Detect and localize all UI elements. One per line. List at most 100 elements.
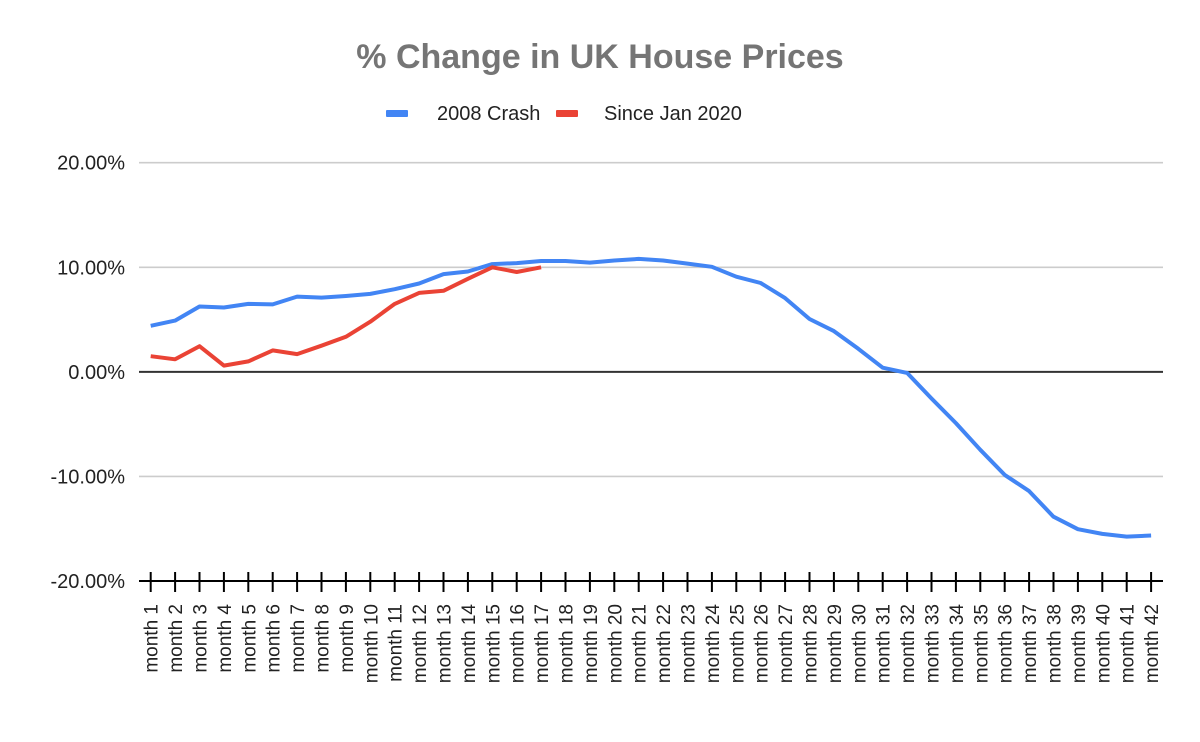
data-point[interactable] bbox=[490, 265, 494, 269]
data-point[interactable] bbox=[246, 302, 250, 306]
data-point[interactable] bbox=[539, 259, 543, 263]
x-tick-label: month 38 bbox=[1045, 604, 1066, 683]
y-tick-label: -20.00% bbox=[51, 571, 126, 593]
data-point[interactable] bbox=[198, 344, 202, 348]
data-point[interactable] bbox=[320, 344, 324, 348]
data-point[interactable] bbox=[417, 291, 421, 295]
data-point[interactable] bbox=[710, 265, 714, 269]
data-point[interactable] bbox=[515, 270, 519, 274]
data-point[interactable] bbox=[271, 302, 275, 306]
x-tick-label: month 32 bbox=[898, 604, 919, 683]
legend-label-2008-crash: 2008 Crash bbox=[437, 103, 540, 125]
data-point[interactable] bbox=[1125, 535, 1129, 539]
x-tick-label: month 35 bbox=[971, 604, 992, 683]
data-point[interactable] bbox=[978, 448, 982, 452]
legend-item-since-jan-2020[interactable]: Since Jan 2020 bbox=[556, 103, 742, 125]
data-point[interactable] bbox=[686, 262, 690, 266]
x-tick-label: month 23 bbox=[679, 604, 700, 683]
x-tick-label: month 42 bbox=[1142, 604, 1163, 683]
series-layer bbox=[149, 256, 1153, 539]
data-point[interactable] bbox=[149, 324, 153, 328]
legend-swatch-2008-crash bbox=[386, 110, 408, 117]
x-tick-label: month 16 bbox=[508, 604, 529, 683]
data-point[interactable] bbox=[1003, 473, 1007, 477]
data-point[interactable] bbox=[368, 292, 372, 296]
data-point[interactable] bbox=[1027, 489, 1031, 493]
data-point[interactable] bbox=[417, 281, 421, 285]
data-point[interactable] bbox=[393, 287, 397, 291]
gridlines bbox=[139, 161, 1163, 478]
data-point[interactable] bbox=[930, 397, 934, 401]
data-point[interactable] bbox=[588, 261, 592, 265]
data-point[interactable] bbox=[808, 317, 812, 321]
data-point[interactable] bbox=[759, 281, 763, 285]
data-point[interactable] bbox=[222, 306, 226, 310]
x-tick-label: month 28 bbox=[801, 604, 822, 683]
data-point[interactable] bbox=[271, 348, 275, 352]
data-point[interactable] bbox=[222, 364, 226, 368]
x-axis-tick-labels: month 1 month 2 month 3 month 4 month 5 month… bbox=[142, 604, 1163, 684]
data-point[interactable] bbox=[246, 359, 250, 363]
data-point[interactable] bbox=[1052, 515, 1056, 519]
x-tick-label: month 12 bbox=[410, 604, 431, 683]
legend-item-2008-crash[interactable]: 2008 Crash bbox=[386, 103, 540, 125]
x-tick-label: month 29 bbox=[825, 604, 846, 683]
legend: 2008 Crash Since Jan 2020 bbox=[386, 103, 742, 125]
x-tick-label: month 1 bbox=[142, 604, 163, 673]
data-point[interactable] bbox=[637, 257, 641, 261]
x-tick-label: month 33 bbox=[923, 604, 944, 683]
series-line-since-jan-2020[interactable] bbox=[150, 265, 542, 368]
x-tick-label: month 22 bbox=[654, 604, 675, 683]
data-point[interactable] bbox=[393, 302, 397, 306]
data-point[interactable] bbox=[1149, 534, 1153, 538]
x-tick-label: month 40 bbox=[1093, 604, 1114, 683]
data-point[interactable] bbox=[173, 319, 177, 323]
x-tick-label: month 41 bbox=[1118, 604, 1139, 683]
data-point[interactable] bbox=[320, 296, 324, 300]
x-tick-label: month 8 bbox=[313, 604, 334, 673]
data-point[interactable] bbox=[905, 371, 909, 375]
data-point[interactable] bbox=[661, 258, 665, 262]
data-point[interactable] bbox=[881, 366, 885, 370]
data-point[interactable] bbox=[295, 295, 299, 299]
data-point[interactable] bbox=[466, 269, 470, 273]
data-point[interactable] bbox=[612, 258, 616, 262]
data-point[interactable] bbox=[539, 265, 543, 269]
data-point[interactable] bbox=[734, 275, 738, 279]
data-point[interactable] bbox=[344, 335, 348, 339]
data-point[interactable] bbox=[515, 261, 519, 265]
data-point[interactable] bbox=[466, 277, 470, 281]
y-tick-label: -10.00% bbox=[51, 466, 126, 488]
data-point[interactable] bbox=[442, 289, 446, 293]
data-point[interactable] bbox=[149, 354, 153, 358]
x-tick-label: month 15 bbox=[483, 604, 504, 683]
data-point[interactable] bbox=[344, 294, 348, 298]
y-tick-label: 10.00% bbox=[57, 257, 125, 279]
data-point[interactable] bbox=[783, 296, 787, 300]
x-tick-label: month 5 bbox=[239, 604, 260, 673]
data-point[interactable] bbox=[368, 320, 372, 324]
x-tick-label: month 30 bbox=[849, 604, 870, 683]
x-tick-label: month 36 bbox=[996, 604, 1017, 683]
y-tick-label: 0.00% bbox=[68, 362, 125, 384]
data-point[interactable] bbox=[856, 347, 860, 351]
x-tick-label: month 26 bbox=[752, 604, 773, 683]
x-tick-label: month 9 bbox=[337, 604, 358, 673]
data-point[interactable] bbox=[564, 259, 568, 263]
data-point[interactable] bbox=[832, 329, 836, 333]
x-tick-label: month 39 bbox=[1069, 604, 1090, 683]
data-point[interactable] bbox=[198, 304, 202, 308]
series-line-2008-crash[interactable] bbox=[150, 256, 1152, 539]
data-point[interactable] bbox=[954, 421, 958, 425]
data-point[interactable] bbox=[1076, 527, 1080, 531]
data-point[interactable] bbox=[442, 272, 446, 276]
data-point[interactable] bbox=[173, 357, 177, 361]
data-point[interactable] bbox=[295, 352, 299, 356]
x-axis bbox=[139, 572, 1163, 592]
x-tick-label: month 18 bbox=[557, 604, 578, 683]
data-point[interactable] bbox=[1100, 532, 1104, 536]
x-tick-label: month 25 bbox=[727, 604, 748, 683]
x-tick-label: month 31 bbox=[874, 604, 895, 683]
x-tick-label: month 11 bbox=[386, 604, 407, 682]
